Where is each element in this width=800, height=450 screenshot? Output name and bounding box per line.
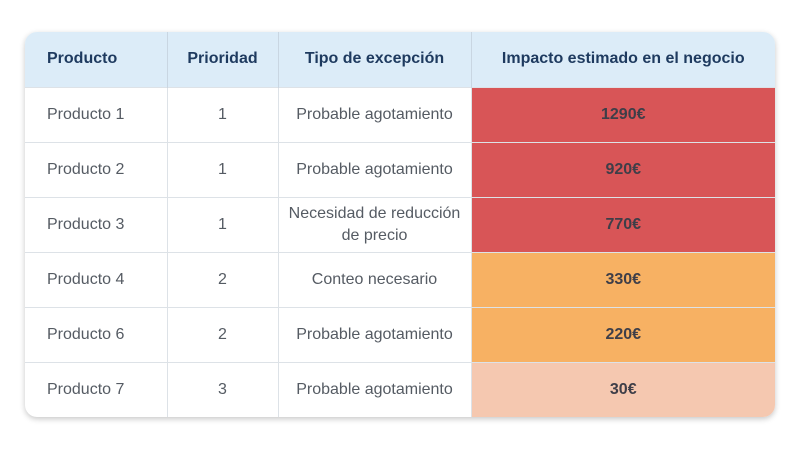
cell-producto: Producto 1 (25, 86, 168, 142)
cell-producto: Producto 3 (25, 196, 168, 252)
header-prioridad[interactable]: Prioridad (167, 32, 279, 87)
cell-impacto: 1290€ (471, 86, 775, 142)
cell-prioridad: 2 (167, 306, 279, 362)
cell-prioridad: 1 (167, 141, 279, 197)
cell-tipo: Conteo necesario (278, 251, 472, 307)
header-impacto[interactable]: Impacto estimado en el negocio (501, 50, 745, 68)
cell-producto: Producto 4 (25, 251, 168, 307)
cell-tipo: Necesidad de reducción de precio (278, 196, 472, 252)
cell-prioridad: 3 (167, 361, 279, 417)
table-header-row: Producto Prioridad Tipo de excepción Imp… (25, 32, 775, 87)
cell-prioridad: 1 (167, 86, 279, 142)
cell-producto: Producto 7 (25, 361, 168, 417)
cell-tipo: Probable agotamiento (278, 306, 472, 362)
exceptions-table-card: Producto Prioridad Tipo de excepción Imp… (25, 32, 775, 417)
table-row: Producto 1 1 Probable agotamiento 1290€ (25, 86, 775, 142)
cell-tipo: Probable agotamiento (278, 361, 472, 417)
table-row: Producto 6 2 Probable agotamiento 220€ (25, 306, 775, 362)
table-row: Producto 3 1 Necesidad de reducción de p… (25, 196, 775, 252)
cell-impacto: 30€ (471, 361, 775, 417)
cell-prioridad: 1 (167, 196, 279, 252)
header-tipo-excepcion[interactable]: Tipo de excepción (278, 32, 472, 87)
exceptions-table: Producto Prioridad Tipo de excepción Imp… (25, 32, 775, 417)
table-row: Producto 2 1 Probable agotamiento 920€ (25, 141, 775, 197)
header-producto[interactable]: Producto (25, 32, 168, 87)
cell-producto: Producto 6 (25, 306, 168, 362)
cell-tipo: Probable agotamiento (278, 86, 472, 142)
cell-tipo: Probable agotamiento (278, 141, 472, 197)
cell-impacto: 330€ (471, 251, 775, 307)
table-row: Producto 4 2 Conteo necesario 330€ (25, 251, 775, 307)
cell-prioridad: 2 (167, 251, 279, 307)
cell-impacto: 220€ (471, 306, 775, 362)
cell-producto: Producto 2 (25, 141, 168, 197)
cell-impacto: 770€ (471, 196, 775, 252)
cell-impacto: 920€ (471, 141, 775, 197)
table-row: Producto 7 3 Probable agotamiento 30€ (25, 361, 775, 417)
